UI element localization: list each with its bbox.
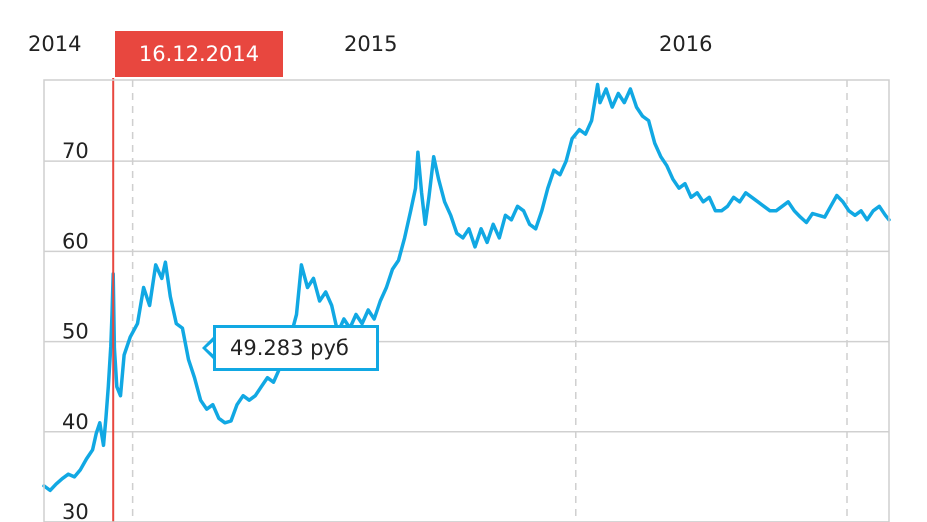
y-tick-label: 70	[62, 139, 89, 163]
y-tick-label: 40	[62, 410, 89, 434]
x-label-2014: 2014	[28, 32, 82, 56]
marker-date-badge: 16.12.2014	[115, 31, 283, 77]
plot-frame	[43, 79, 890, 522]
y-tick-label: 30	[62, 500, 89, 522]
y-tick-label: 60	[62, 229, 89, 253]
tooltip-pointer-inner	[206, 340, 215, 356]
series-line	[42, 82, 891, 493]
x-label-2016: 2016	[659, 32, 713, 56]
value-tooltip: 49.283 руб	[213, 325, 379, 371]
y-tick-label: 50	[62, 320, 89, 344]
x-label-2015: 2015	[344, 32, 398, 56]
y-axis: 30 40 50 60 70	[62, 139, 89, 522]
